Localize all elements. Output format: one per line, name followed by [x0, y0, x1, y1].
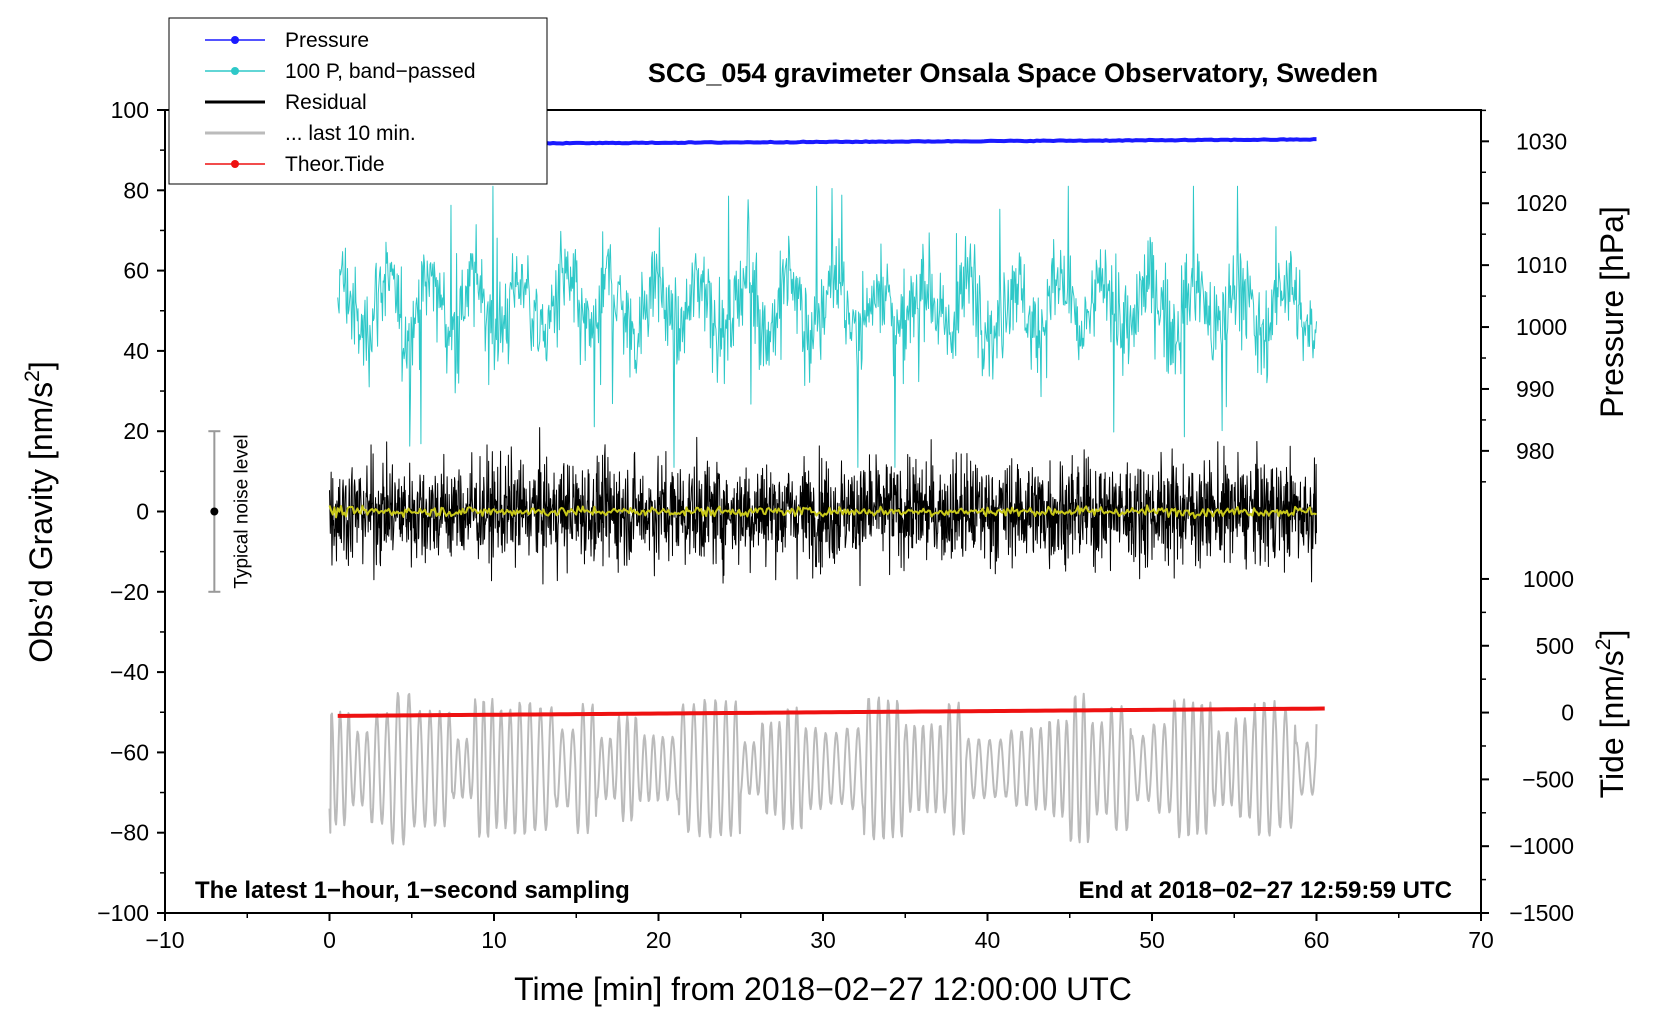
series-layer	[328, 137, 1325, 846]
legend: Pressure 100 P, band−passed Residual ... la…	[168, 17, 548, 185]
y-left-tick-label: −60	[110, 739, 149, 765]
x-tick-label: 10	[481, 927, 507, 953]
series-residual	[329, 427, 1317, 587]
x-tick-label: 0	[323, 927, 336, 953]
noise-bar-center-dot	[210, 507, 219, 516]
tide-title-suffix: ]	[1594, 630, 1630, 639]
y-left-tick-label: 80	[123, 177, 149, 203]
y-left-title-suffix: ]	[23, 361, 59, 370]
annotation-sampling: The latest 1−hour, 1−second sampling	[195, 877, 630, 904]
tide-title-superscript: 2	[1592, 639, 1615, 651]
chart-title: SCG_054 gravimeter Onsala Space Observat…	[648, 58, 1378, 88]
y-left-title-main: Obs’d Gravity [nm/s	[23, 382, 59, 663]
series-theoretical-tide	[337, 706, 1325, 718]
axes-layer: −10 0 10 20 30 40 50 60 70−100−80−60−40−20020406…	[97, 97, 1574, 953]
x-tick-label: 20	[646, 927, 672, 953]
y-left-tick-label: −80	[110, 820, 149, 846]
pressure-tick-label: 1010	[1516, 252, 1567, 278]
tide-tick-label: 500	[1536, 633, 1574, 659]
legend-swatch-marker	[231, 67, 239, 75]
x-axis-title: Time [min] from 2018−02−27 12:00:00 UTC	[514, 971, 1132, 1007]
y-left-tick-label: 20	[123, 418, 149, 444]
annotation-end-time: End at 2018−02−27 12:59:59 UTC	[1078, 877, 1452, 904]
tide-tick-label: 0	[1561, 700, 1574, 726]
series-last-10-min	[328, 692, 1318, 846]
pressure-tick-label: 990	[1516, 376, 1554, 402]
y-left-tick-label: 40	[123, 338, 149, 364]
y-axis-tide-title: Tide [nm/s2]	[1592, 630, 1630, 799]
tide-tick-label: 1000	[1523, 566, 1574, 592]
legend-item: Residual	[205, 91, 367, 114]
y-left-tick-label: −20	[110, 579, 149, 605]
y-left-tick-label: 60	[123, 258, 149, 284]
legend-items: Pressure 100 P, band−passed Residual ... la…	[205, 29, 476, 176]
series-residual-smoothed	[328, 504, 1317, 520]
legend-label: Theor.Tide	[285, 153, 385, 176]
tide-tick-label: −1500	[1509, 900, 1574, 926]
pressure-tick-label: 1030	[1516, 128, 1567, 154]
y-left-tick-label: 100	[111, 97, 149, 123]
legend-label: Residual	[285, 91, 367, 114]
tide-title-main: Tide [nm/s	[1594, 650, 1630, 798]
y-axis-left-title: Obs’d Gravity [nm/s2]	[21, 361, 59, 663]
legend-label: Pressure	[285, 29, 369, 52]
y-left-tick-label: −40	[110, 659, 149, 685]
series-band-passed-pressure	[337, 185, 1317, 468]
noise-level-indicator: Typical noise level	[208, 430, 252, 593]
pressure-tick-label: 980	[1516, 438, 1554, 464]
pressure-tick-label: 1020	[1516, 190, 1567, 216]
y-left-tick-label: 0	[136, 499, 149, 525]
legend-label: 100 P, band−passed	[285, 60, 476, 83]
legend-label: ... last 10 min.	[285, 122, 416, 145]
x-tick-label: 60	[1304, 927, 1330, 953]
x-tick-label: 40	[975, 927, 1001, 953]
y-axis-pressure-title: Pressure [hPa]	[1594, 206, 1630, 418]
legend-item: Pressure	[205, 29, 369, 52]
legend-swatch-marker	[231, 160, 239, 168]
x-tick-label: 70	[1468, 927, 1494, 953]
legend-item: ... last 10 min.	[205, 122, 416, 145]
legend-swatch-marker	[231, 36, 239, 44]
y-left-tick-label: −100	[97, 900, 149, 926]
legend-item: Theor.Tide	[205, 153, 385, 176]
x-tick-label: 30	[810, 927, 836, 953]
tide-tick-label: −1000	[1509, 833, 1574, 859]
pressure-tick-label: 1000	[1516, 314, 1567, 340]
y-left-title-superscript: 2	[21, 370, 44, 382]
tide-tick-label: −500	[1522, 766, 1574, 792]
x-tick-label: −10	[145, 927, 184, 953]
noise-bar-label: Typical noise level	[231, 434, 252, 588]
legend-item: 100 P, band−passed	[205, 60, 476, 83]
x-tick-label: 50	[1139, 927, 1165, 953]
